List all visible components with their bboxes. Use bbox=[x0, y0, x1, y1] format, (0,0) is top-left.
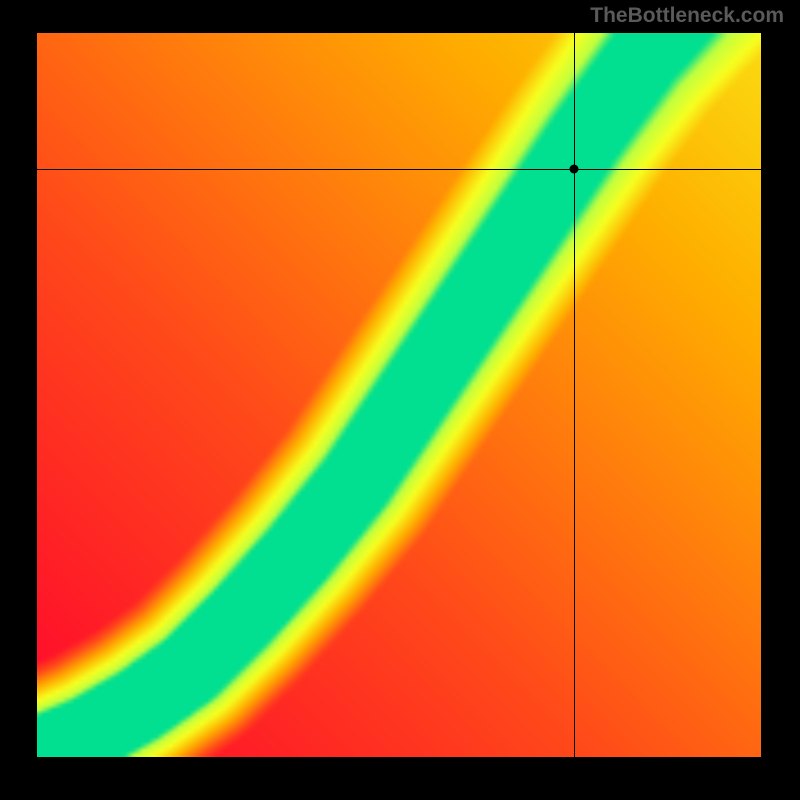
bottleneck-heatmap bbox=[37, 33, 761, 757]
crosshair-horizontal bbox=[37, 169, 761, 170]
watermark-text: TheBottleneck.com bbox=[590, 4, 784, 28]
heatmap-canvas bbox=[37, 33, 761, 757]
crosshair-point bbox=[570, 165, 579, 174]
crosshair-vertical bbox=[574, 33, 575, 757]
